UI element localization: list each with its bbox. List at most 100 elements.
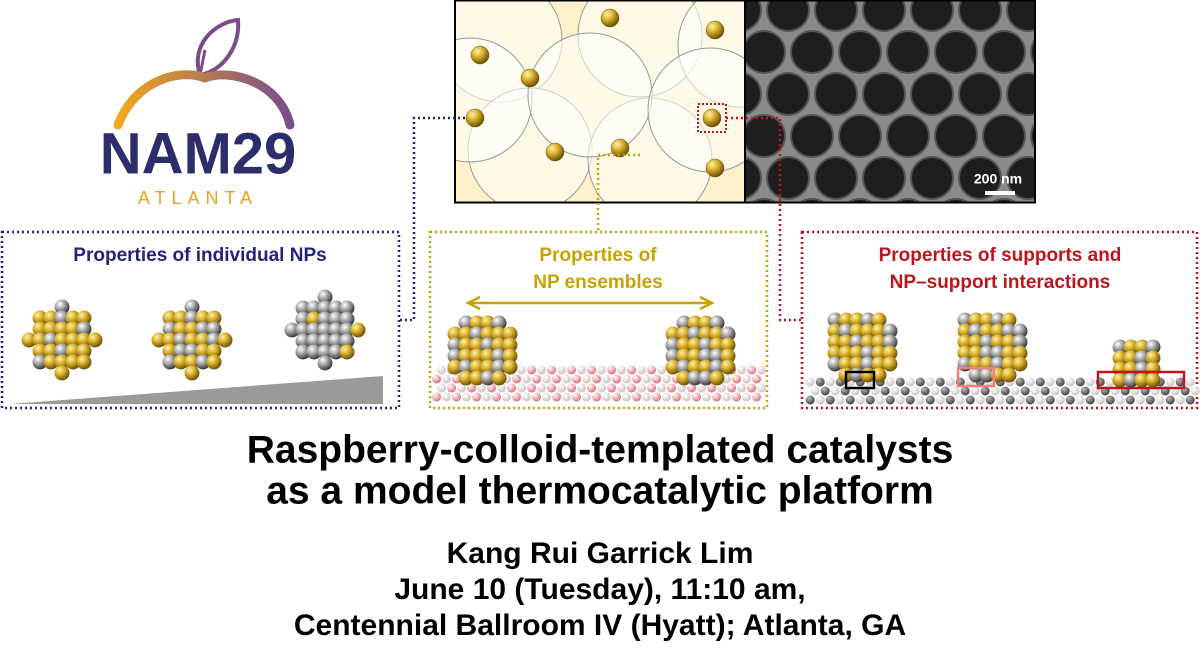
atom [676, 315, 692, 331]
pore [862, 156, 906, 200]
atom [491, 315, 507, 331]
support-atom [722, 392, 732, 402]
atom [43, 354, 59, 370]
support-atom [557, 365, 567, 375]
support-atom [1060, 386, 1070, 396]
panel-title: Properties of individual NPs [73, 245, 326, 266]
atom [957, 312, 973, 328]
support-atom [1085, 395, 1095, 405]
atom [1134, 372, 1150, 388]
support-atom [577, 365, 587, 375]
atom [317, 333, 333, 349]
support-atom [1010, 386, 1020, 396]
atom [87, 332, 103, 348]
support-atom [1080, 386, 1090, 396]
atom [306, 311, 322, 327]
nanoparticle [545, 142, 565, 162]
support-atom [915, 395, 925, 405]
atom [709, 348, 725, 364]
pore [814, 1, 858, 32]
support-atom [607, 383, 617, 393]
atom [979, 367, 995, 383]
support-atom [1135, 395, 1145, 405]
support-atom [517, 383, 527, 393]
support-atom [1015, 377, 1025, 387]
atom [676, 326, 692, 342]
title: as a model thermocatalytic platform [266, 469, 934, 512]
atom [54, 310, 70, 326]
support-atom [477, 383, 487, 393]
atom [54, 332, 70, 348]
logo-name: NAM29 [100, 121, 297, 186]
template-sphere [527, 32, 653, 158]
atom [502, 326, 518, 342]
support-atom [935, 377, 945, 387]
support-atom [592, 392, 602, 402]
pore [790, 30, 834, 74]
support-atom [707, 383, 717, 393]
support-atom [732, 392, 742, 402]
atom [173, 343, 189, 359]
support-atom [532, 392, 542, 402]
support-atom [632, 374, 642, 384]
atom [295, 322, 311, 338]
atom [458, 326, 474, 342]
atom [491, 370, 507, 386]
atom [295, 300, 311, 316]
atom [65, 332, 81, 348]
support-atom [632, 392, 642, 402]
support-atom [647, 383, 657, 393]
support-atom [627, 383, 637, 393]
support-atom [1105, 395, 1115, 405]
support-atom [1025, 395, 1035, 405]
pore [1006, 1, 1034, 32]
atom [43, 310, 59, 326]
support-atom [805, 377, 815, 387]
atom [339, 333, 355, 349]
atom [458, 348, 474, 364]
pore [1006, 156, 1034, 200]
support-atom [522, 392, 532, 402]
pore [886, 30, 930, 74]
support-atom [502, 392, 512, 402]
atom [184, 332, 200, 348]
support-atom [965, 395, 975, 405]
support-atom [622, 392, 632, 402]
support-atom [507, 383, 517, 393]
atom [1012, 356, 1028, 372]
pore [958, 156, 1002, 200]
atom [860, 312, 876, 328]
atom [1123, 372, 1139, 388]
atom [328, 333, 344, 349]
support-atom [602, 374, 612, 384]
pore [862, 1, 906, 32]
nanoparticle [705, 158, 725, 178]
atom [350, 322, 366, 338]
atom [709, 315, 725, 331]
support-atom [960, 386, 970, 396]
atom [871, 334, 887, 350]
atom [838, 334, 854, 350]
atom [491, 348, 507, 364]
support-atom [492, 392, 502, 402]
atom [1112, 339, 1128, 355]
logo-city: ATLANTA [138, 188, 258, 208]
nanoparticle [465, 108, 485, 128]
atom [676, 359, 692, 375]
pore [838, 30, 882, 74]
atom [32, 343, 48, 359]
atom [1001, 367, 1017, 383]
interface-box [1096, 370, 1186, 390]
support-atom [955, 395, 965, 405]
atom [860, 334, 876, 350]
atom [173, 310, 189, 326]
support-atom [552, 374, 562, 384]
atom [1123, 350, 1139, 366]
pore [895, 198, 921, 202]
logo-arc [113, 70, 295, 130]
support-atom [652, 392, 662, 402]
support-atom [1165, 395, 1175, 405]
support-atom [607, 365, 617, 375]
atom [339, 300, 355, 316]
atom [480, 370, 496, 386]
